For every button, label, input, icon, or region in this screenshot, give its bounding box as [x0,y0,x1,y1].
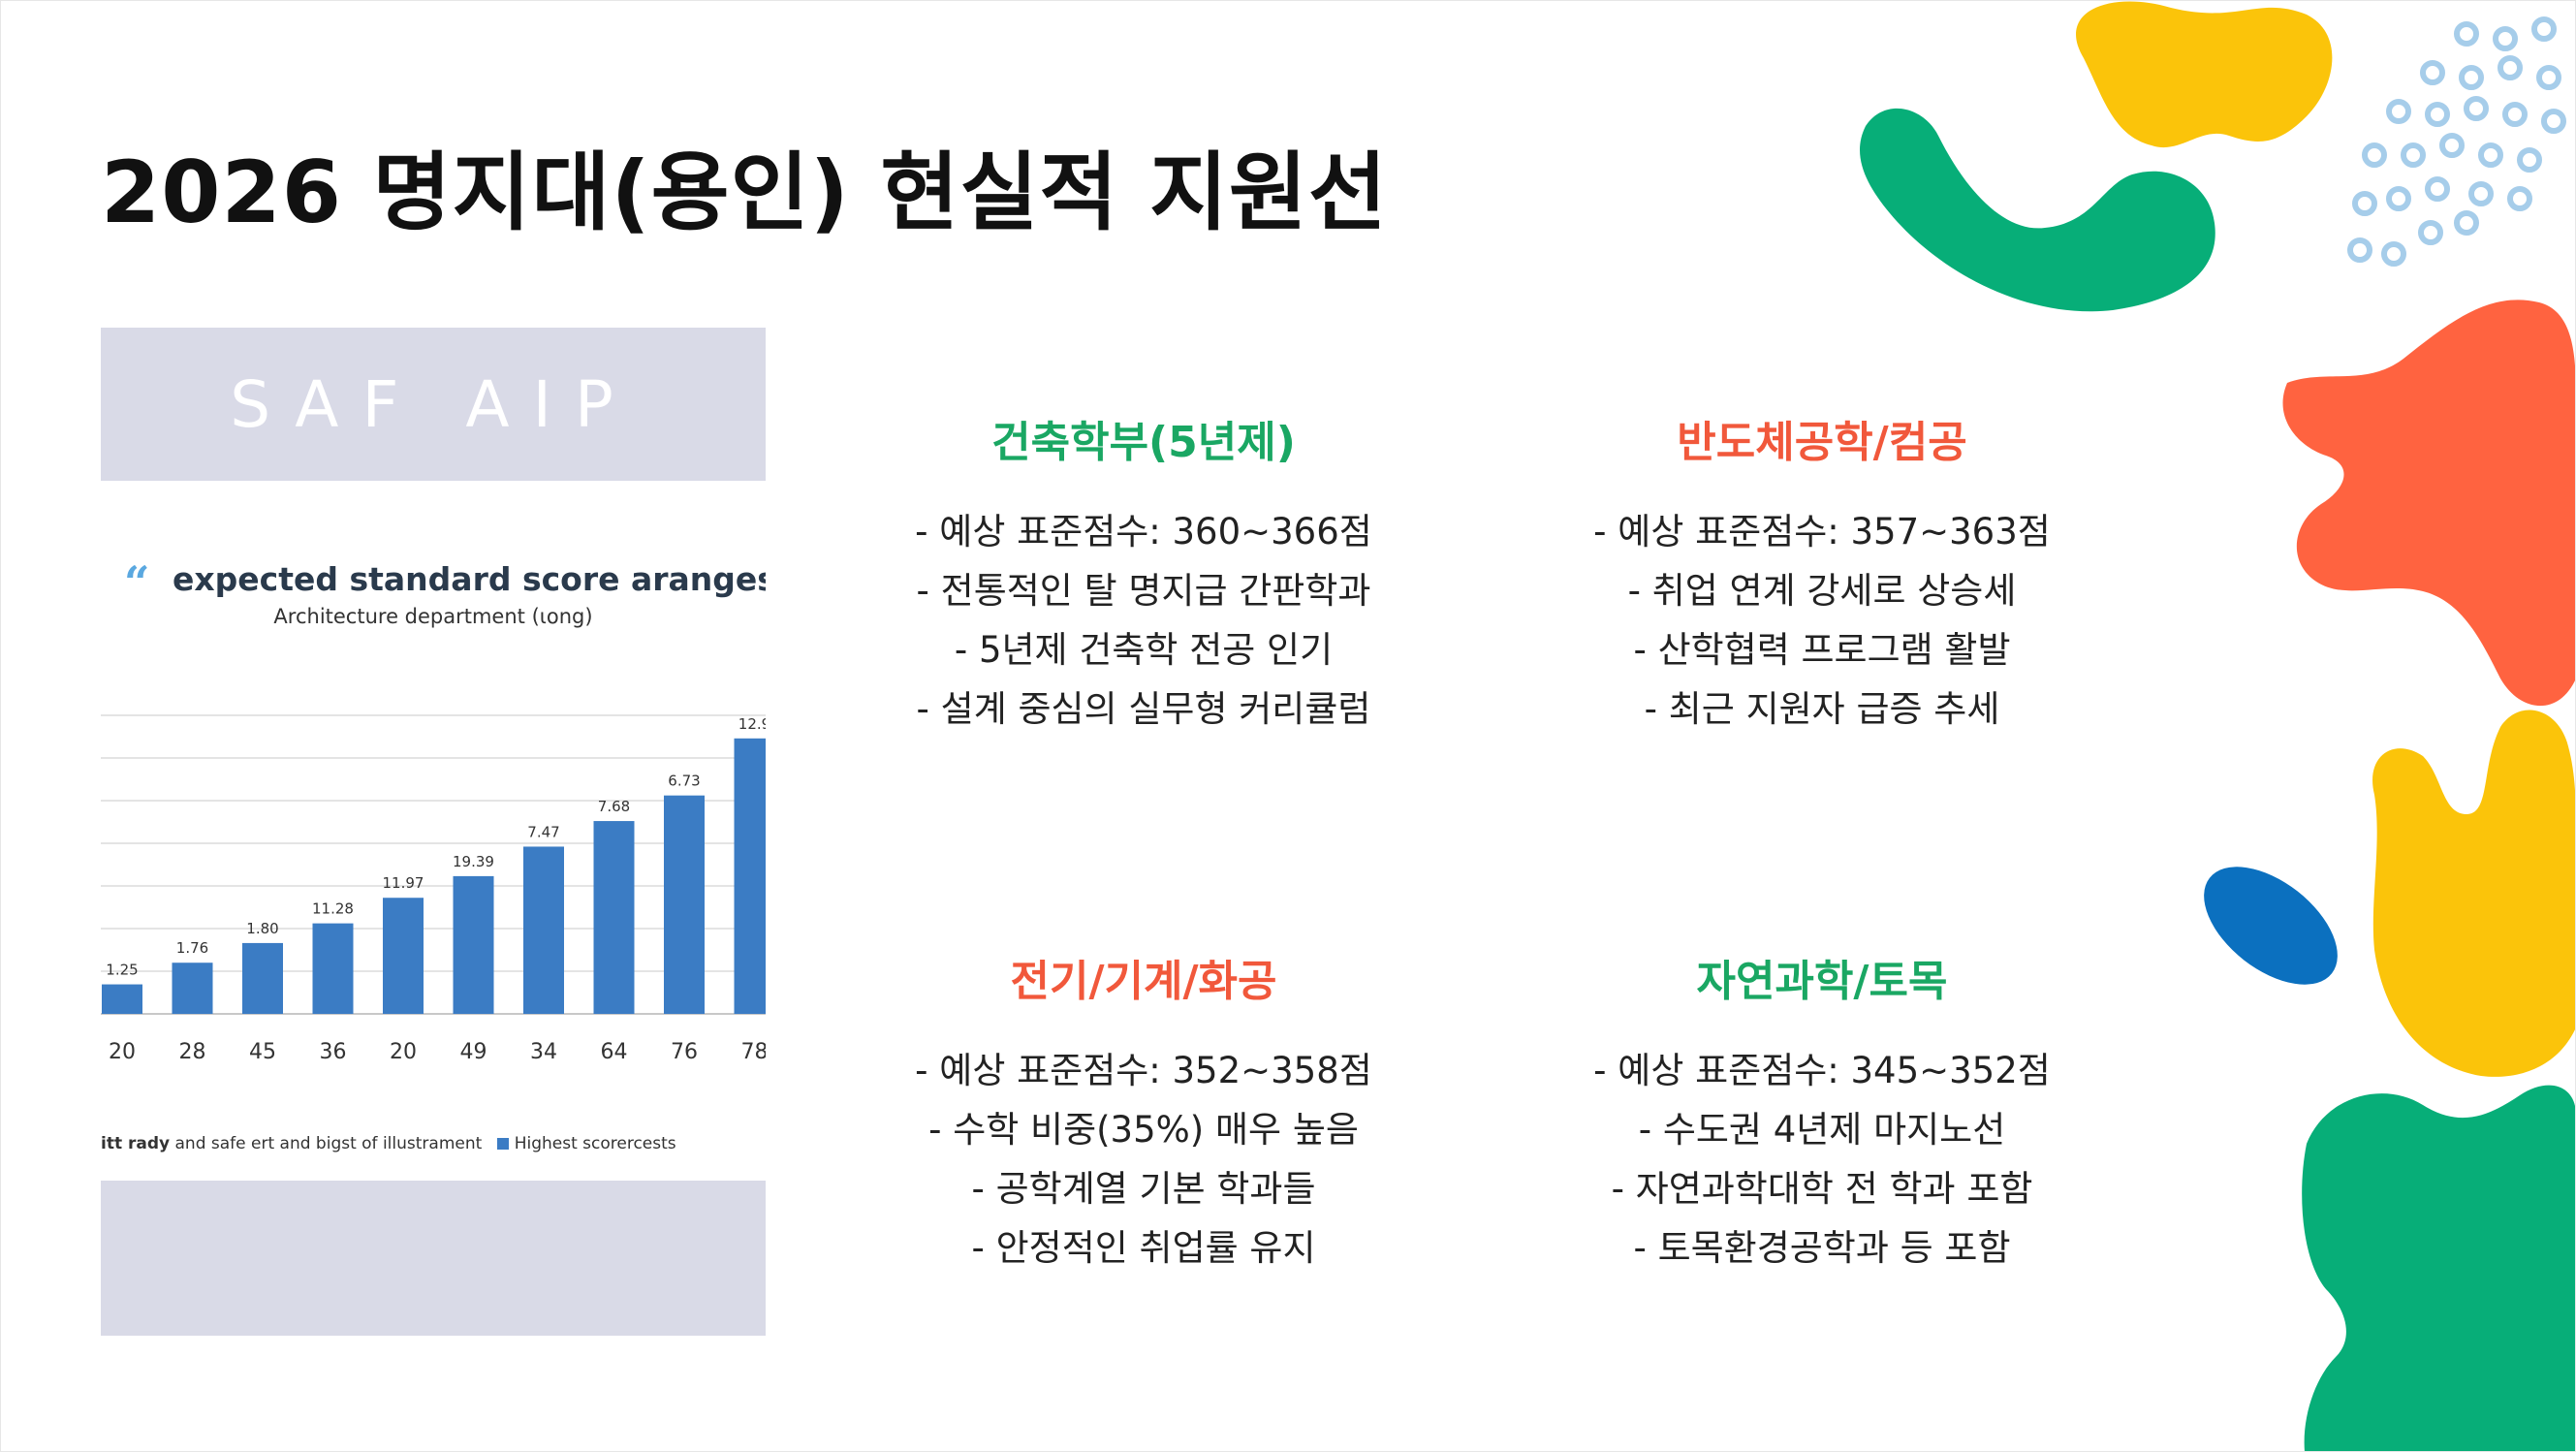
group-heading: 건축학부(5년제) [991,418,1296,467]
group-engineering: 전기/기계/화공 - 예상 표준점수: 352~358점 - 수학 비중(35%… [853,946,1434,1278]
list-item: - 전통적인 탈 명지급 간판학과 [916,570,1371,612]
green-blob-bottom [2302,1085,2576,1452]
x-tick-label: 78 [741,1040,767,1064]
x-tick-label: 45 [249,1040,276,1064]
chart-bar [383,898,424,1014]
chart-bar [523,846,564,1014]
blue-oval [2204,867,2338,985]
x-tick-label: 28 [179,1040,206,1064]
legend-text: and safe ert and bigst of illustrament [174,1134,483,1153]
x-tick-label: 34 [530,1040,557,1064]
image-header-text: SAF AIP [230,366,637,442]
group-heading: 반도체공학/컴공 [1677,418,1967,467]
image-header-band: SAF AIP [101,328,766,481]
bar-value-label: 1.80 [246,920,278,937]
green-blob-top [1860,108,2215,312]
legend-series-label: Highest scorercests [514,1134,676,1153]
chart-image-panel: SAF AIP “ expected standard score arange… [101,328,766,1336]
group-natural-science: 자연과학/토목 - 예상 표준점수: 345~352점 - 수도권 4년제 마지… [1531,946,2113,1278]
legend-bold-text: itt rady [101,1134,171,1153]
chart-bar [172,963,213,1014]
dots-pattern [2347,16,2566,267]
group-lines: - 예상 표준점수: 357~363점 - 취업 연계 강세로 상승세 - 산학… [1531,502,2113,739]
legend-swatch [496,1138,509,1150]
list-item: - 안정적인 취업률 유지 [971,1227,1316,1269]
group-heading: 전기/기계/화공 [1010,957,1277,1006]
group-lines: - 예상 표준점수: 352~358점 - 수학 비중(35%) 매우 높음 -… [853,1041,1434,1278]
group-lines: - 예상 표준점수: 360~366점 - 전통적인 탈 명지급 간판학과 - … [853,502,1434,739]
chart-bar [734,738,766,1014]
chart-subheading: Architecture department (ιοng) [273,605,593,628]
yellow-blob-top [2076,1,2333,148]
list-item: - 취업 연계 강세로 상승세 [1627,570,2017,612]
x-tick-label: 76 [671,1040,698,1064]
bar-value-label: 7.68 [598,798,630,815]
list-item: - 자연과학대학 전 학과 포함 [1611,1168,2033,1210]
group-architecture: 건축학부(5년제) - 예상 표준점수: 360~366점 - 전통적인 탈 명… [853,407,1434,739]
list-item: - 수도권 4년제 마지노선 [1638,1109,2006,1151]
bar-value-label: 19.39 [453,853,494,870]
chart-bar [664,795,705,1014]
chart-bar [102,984,142,1014]
chart-bar [242,942,283,1014]
group-heading: 자연과학/토목 [1696,957,1948,1006]
list-item: - 공학계열 기본 학과들 [971,1168,1316,1210]
list-item: - 수학 비중(35%) 매우 높음 [928,1109,1359,1151]
bar-value-label: 12.9 [738,715,766,733]
x-tick-label: 49 [460,1040,487,1064]
bar-chart: 1.25 20 1.76 28 1.80 45 11.28 36 11.97 20 19.39 49 7… [101,714,767,1064]
list-item: - 예상 표준점수: 352~358점 [915,1050,1372,1091]
list-item: - 5년제 건축학 전공 인기 [954,629,1334,671]
list-item: - 예상 표준점수: 345~352점 [1593,1050,2051,1091]
red-blob [2282,300,2576,707]
bar-value-label: 6.73 [668,773,700,790]
bar-value-label: 1.76 [176,939,208,957]
group-lines: - 예상 표준점수: 345~352점 - 수도권 4년제 마지노선 - 자연과… [1531,1041,2113,1278]
chart-bar [593,821,635,1014]
bar-value-label: 7.47 [527,823,559,840]
chart-heading: expected standard score aranges [173,560,766,598]
x-tick-label: 20 [109,1040,136,1064]
bar-value-label: 11.28 [312,900,354,918]
chart-legend: itt rady and safe ert and bigst of illus… [101,1134,676,1153]
list-item: - 설계 중심의 실무형 커리큘럼 [916,688,1371,730]
quote-icon: “ [124,556,150,609]
list-item: - 토목환경공학과 등 포함 [1633,1227,2011,1269]
x-tick-label: 36 [320,1040,347,1064]
bar-value-label: 11.97 [383,874,424,892]
chart-bar [312,923,354,1014]
x-tick-label: 64 [601,1040,628,1064]
list-item: - 예상 표준점수: 357~363점 [1593,511,2051,552]
bar-value-label: 1.25 [106,962,138,979]
image-footer-band [101,1181,766,1336]
yellow-blob-mid [2372,710,2576,1077]
page-title: 2026 명지대(용인) 현실적 지원선 [101,142,1388,242]
x-tick-label: 20 [390,1040,417,1064]
list-item: - 최근 지원자 급증 추세 [1644,688,2000,730]
list-item: - 산학협력 프로그램 활발 [1633,629,2011,671]
group-semiconductor: 반도체공학/컴공 - 예상 표준점수: 357~363점 - 취업 연계 강세로… [1531,407,2113,739]
list-item: - 예상 표준점수: 360~366점 [915,511,1372,552]
chart-bar [453,875,494,1014]
